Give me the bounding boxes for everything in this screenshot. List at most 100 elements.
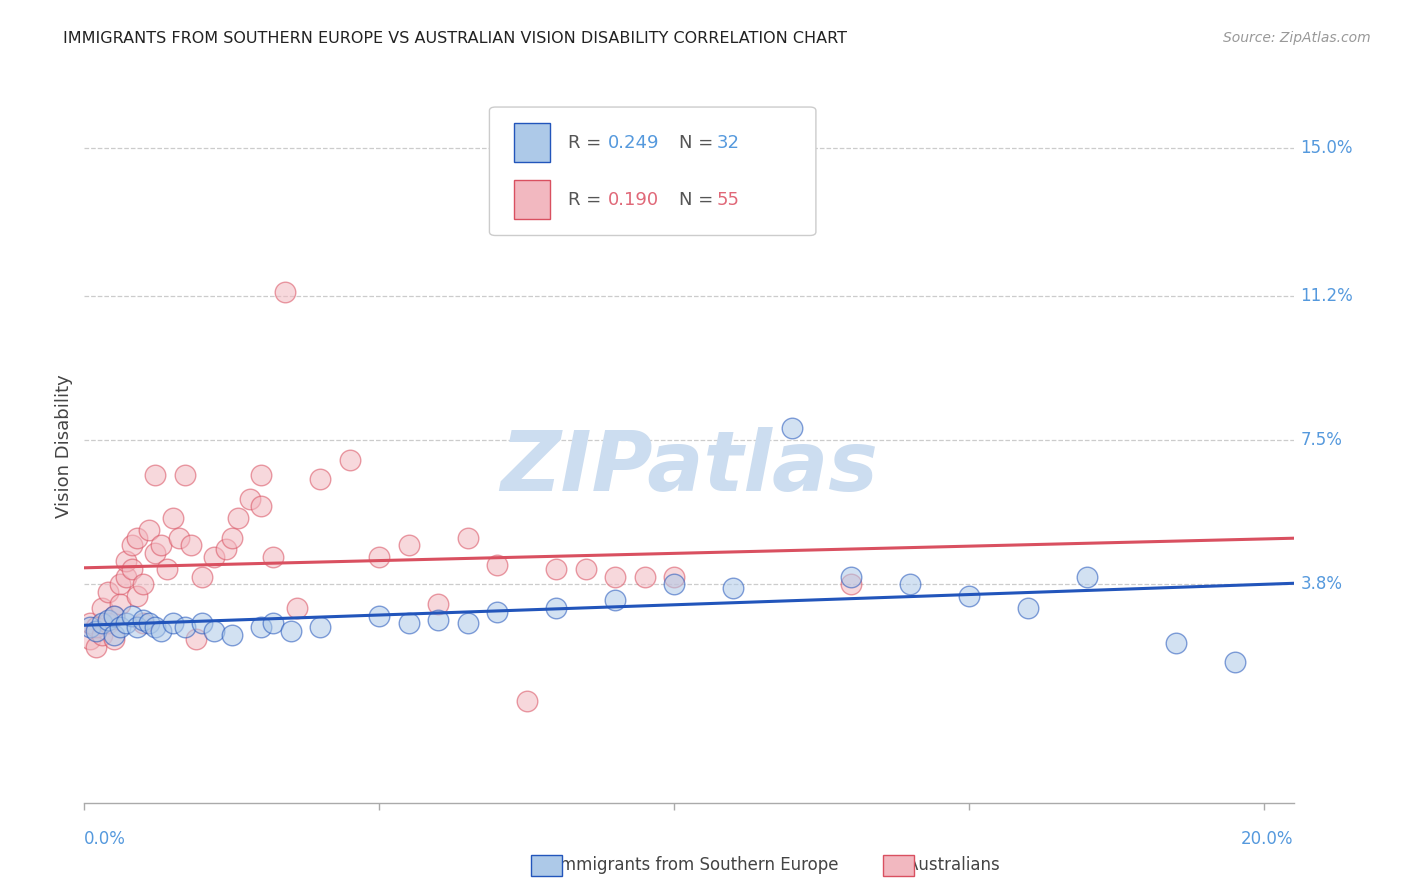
Point: [839, 577, 862, 591]
Point: [108, 577, 131, 591]
Point: [108, 597, 131, 611]
Text: 0.0%: 0.0%: [84, 830, 127, 847]
Point: [79, 632, 101, 646]
Point: [262, 550, 284, 565]
Point: [91, 600, 114, 615]
Point: [575, 562, 598, 576]
Point: [215, 542, 238, 557]
Text: Australians: Australians: [886, 856, 1000, 874]
Text: R =: R =: [568, 134, 607, 152]
Point: [84, 620, 107, 634]
Point: [1017, 600, 1039, 615]
Point: [1076, 569, 1098, 583]
Point: [103, 608, 125, 623]
Point: [84, 640, 107, 654]
Point: [285, 600, 308, 615]
Point: [516, 694, 538, 708]
Point: [398, 616, 420, 631]
Point: [427, 597, 450, 611]
Point: [250, 620, 273, 634]
Point: [97, 613, 120, 627]
Point: [97, 616, 120, 631]
Point: [114, 569, 136, 583]
Point: [486, 558, 509, 572]
Point: [262, 616, 284, 631]
Point: [84, 624, 107, 639]
Point: [167, 531, 190, 545]
Point: [103, 632, 125, 646]
Point: [250, 468, 273, 483]
Text: 0.249: 0.249: [607, 134, 659, 152]
Point: [339, 452, 361, 467]
Text: R =: R =: [568, 191, 607, 209]
Text: 3.8%: 3.8%: [1301, 575, 1343, 593]
FancyBboxPatch shape: [489, 107, 815, 235]
Point: [156, 562, 179, 576]
Text: Source: ZipAtlas.com: Source: ZipAtlas.com: [1223, 31, 1371, 45]
Point: [103, 628, 125, 642]
Point: [664, 569, 686, 583]
Point: [309, 472, 332, 486]
FancyBboxPatch shape: [513, 180, 550, 219]
Point: [91, 628, 114, 642]
Point: [79, 616, 101, 631]
Point: [143, 468, 166, 483]
Point: [114, 554, 136, 568]
Point: [150, 538, 173, 552]
Point: [79, 620, 101, 634]
FancyBboxPatch shape: [513, 123, 550, 162]
Point: [127, 589, 149, 603]
Text: 0.190: 0.190: [607, 191, 659, 209]
Point: [274, 285, 297, 299]
Point: [191, 569, 214, 583]
Point: [780, 421, 803, 435]
Point: [180, 538, 202, 552]
Point: [221, 531, 243, 545]
Point: [121, 538, 143, 552]
Point: [546, 562, 568, 576]
Point: [138, 523, 160, 537]
Text: 7.5%: 7.5%: [1301, 431, 1343, 450]
Point: [398, 538, 420, 552]
Point: [309, 620, 332, 634]
Point: [143, 546, 166, 560]
Text: Immigrants from Southern Europe: Immigrants from Southern Europe: [534, 856, 839, 874]
Text: N =: N =: [679, 134, 720, 152]
Point: [280, 624, 302, 639]
Point: [250, 500, 273, 514]
Point: [91, 616, 114, 631]
Point: [191, 616, 214, 631]
Point: [1164, 636, 1187, 650]
Point: [186, 632, 208, 646]
Point: [108, 620, 131, 634]
Point: [121, 608, 143, 623]
Point: [664, 577, 686, 591]
Point: [368, 550, 391, 565]
Point: [634, 569, 657, 583]
Point: [721, 582, 744, 596]
Y-axis label: Vision Disability: Vision Disability: [55, 374, 73, 518]
Point: [202, 624, 225, 639]
Text: ZIPatlas: ZIPatlas: [501, 427, 877, 508]
Text: 55: 55: [717, 191, 740, 209]
Text: N =: N =: [679, 191, 720, 209]
Point: [605, 593, 627, 607]
Point: [132, 616, 155, 631]
Point: [173, 468, 195, 483]
Point: [97, 585, 120, 599]
Point: [226, 511, 249, 525]
Text: 32: 32: [717, 134, 740, 152]
Point: [238, 491, 260, 506]
Point: [839, 569, 862, 583]
Point: [1223, 656, 1246, 670]
Point: [221, 628, 243, 642]
Point: [143, 620, 166, 634]
Point: [114, 616, 136, 631]
Point: [457, 531, 479, 545]
Point: [957, 589, 980, 603]
Point: [103, 608, 125, 623]
Point: [162, 511, 184, 525]
Text: 20.0%: 20.0%: [1241, 830, 1294, 847]
Point: [368, 608, 391, 623]
Point: [486, 605, 509, 619]
